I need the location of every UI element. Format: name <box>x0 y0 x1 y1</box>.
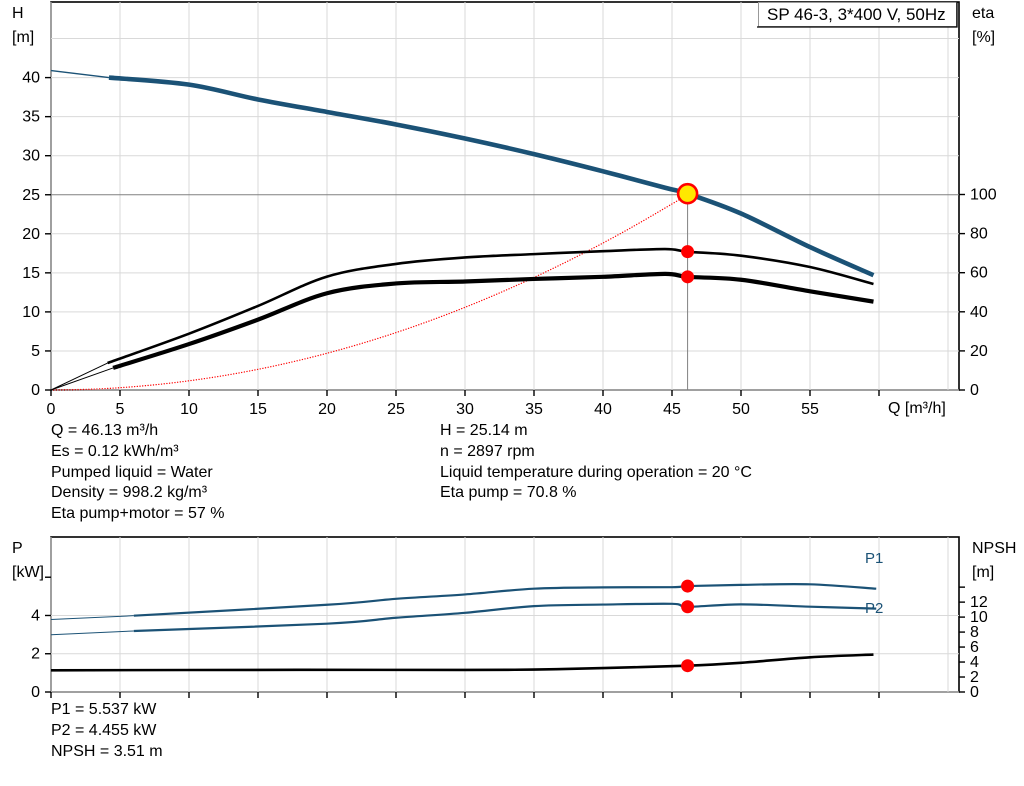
svg-text:20: 20 <box>22 226 40 243</box>
svg-text:eta: eta <box>972 5 994 22</box>
svg-text:30: 30 <box>456 401 474 418</box>
svg-text:P2: P2 <box>865 600 883 617</box>
svg-text:10: 10 <box>22 304 40 321</box>
svg-text:NPSH: NPSH <box>972 540 1016 557</box>
svg-text:20: 20 <box>318 401 336 418</box>
svg-text:10: 10 <box>180 401 198 418</box>
svg-text:4: 4 <box>31 607 40 624</box>
svg-text:5: 5 <box>116 401 125 418</box>
svg-text:0: 0 <box>970 382 979 399</box>
svg-text:35: 35 <box>525 401 543 418</box>
svg-text:6: 6 <box>970 639 979 656</box>
svg-text:P: P <box>12 540 23 557</box>
svg-text:15: 15 <box>22 265 40 282</box>
svg-text:45: 45 <box>663 401 681 418</box>
svg-text:8: 8 <box>970 624 979 641</box>
svg-text:100: 100 <box>970 187 997 204</box>
svg-text:40: 40 <box>594 401 612 418</box>
svg-text:60: 60 <box>970 265 988 282</box>
svg-text:[m]: [m] <box>12 29 34 46</box>
svg-text:40: 40 <box>22 70 40 87</box>
svg-text:15: 15 <box>249 401 267 418</box>
svg-text:2: 2 <box>31 646 40 663</box>
svg-text:12: 12 <box>970 594 988 611</box>
svg-text:4: 4 <box>970 654 979 671</box>
svg-text:[m]: [m] <box>972 564 994 581</box>
svg-text:25: 25 <box>387 401 405 418</box>
svg-text:20: 20 <box>970 343 988 360</box>
svg-text:0: 0 <box>47 401 56 418</box>
svg-text:10: 10 <box>970 609 988 626</box>
svg-text:35: 35 <box>22 109 40 126</box>
svg-text:30: 30 <box>22 148 40 165</box>
svg-text:5: 5 <box>31 343 40 360</box>
svg-text:P1: P1 <box>865 550 883 567</box>
svg-text:50: 50 <box>732 401 750 418</box>
svg-text:55: 55 <box>801 401 819 418</box>
svg-text:2: 2 <box>970 669 979 686</box>
svg-text:SP 46-3, 3*400 V, 50Hz: SP 46-3, 3*400 V, 50Hz <box>767 5 946 24</box>
svg-text:Q [m³/h]: Q [m³/h] <box>888 400 946 417</box>
svg-text:40: 40 <box>970 304 988 321</box>
svg-text:0: 0 <box>970 684 979 701</box>
svg-text:80: 80 <box>970 226 988 243</box>
svg-text:0: 0 <box>31 684 40 701</box>
svg-text:H: H <box>12 5 24 22</box>
svg-text:0: 0 <box>31 382 40 399</box>
svg-text:[%]: [%] <box>972 29 995 46</box>
svg-text:25: 25 <box>22 187 40 204</box>
svg-text:[kW]: [kW] <box>12 564 44 581</box>
